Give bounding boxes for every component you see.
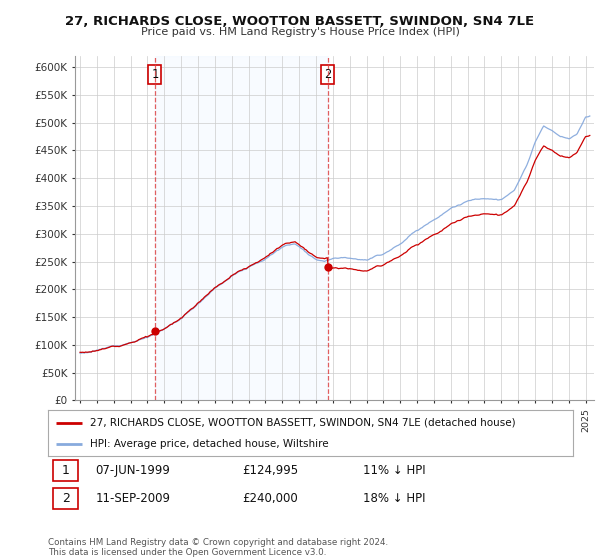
Text: Price paid vs. HM Land Registry's House Price Index (HPI): Price paid vs. HM Land Registry's House … [140, 27, 460, 37]
Text: 1: 1 [62, 464, 70, 477]
Text: HPI: Average price, detached house, Wiltshire: HPI: Average price, detached house, Wilt… [90, 439, 329, 449]
Text: 11-SEP-2009: 11-SEP-2009 [95, 492, 170, 505]
Text: £240,000: £240,000 [242, 492, 298, 505]
Bar [155, 56, 328, 400]
Text: 2: 2 [324, 68, 331, 81]
Text: 18% ↓ HPI: 18% ↓ HPI [363, 492, 425, 505]
Text: 1: 1 [151, 68, 158, 81]
Text: £124,995: £124,995 [242, 464, 298, 477]
Text: 2: 2 [62, 492, 70, 505]
Text: 07-JUN-1999: 07-JUN-1999 [95, 464, 170, 477]
FancyBboxPatch shape [53, 460, 79, 480]
FancyBboxPatch shape [53, 488, 79, 509]
Text: Contains HM Land Registry data © Crown copyright and database right 2024.
This d: Contains HM Land Registry data © Crown c… [48, 538, 388, 557]
Text: 27, RICHARDS CLOSE, WOOTTON BASSETT, SWINDON, SN4 7LE (detached house): 27, RICHARDS CLOSE, WOOTTON BASSETT, SWI… [90, 418, 515, 428]
Text: 11% ↓ HPI: 11% ↓ HPI [363, 464, 425, 477]
Text: 27, RICHARDS CLOSE, WOOTTON BASSETT, SWINDON, SN4 7LE: 27, RICHARDS CLOSE, WOOTTON BASSETT, SWI… [65, 15, 535, 27]
